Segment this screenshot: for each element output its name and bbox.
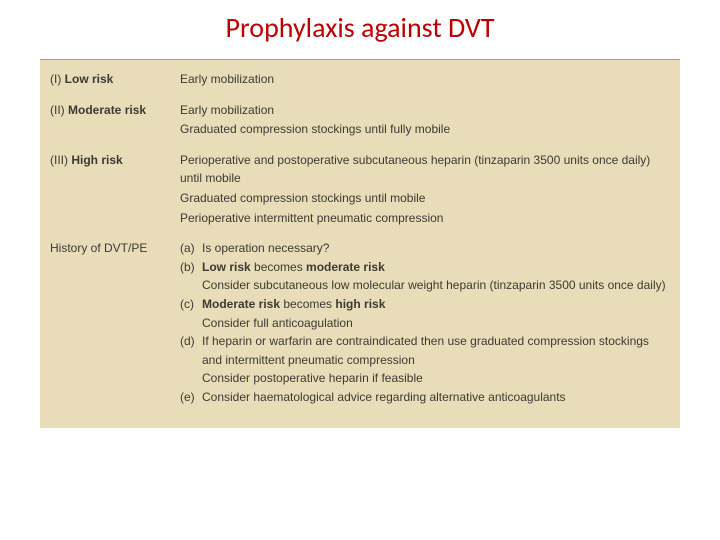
item-text: Moderate risk becomes high risk xyxy=(202,295,668,314)
label-prefix: (II) xyxy=(50,103,65,117)
item-text: Consider haematological advice regarding… xyxy=(202,388,668,407)
row-label: History of DVT/PE xyxy=(50,239,180,406)
row-label: (II) Moderate risk xyxy=(50,101,180,140)
row-low-risk: (I) Low risk Early mobilization xyxy=(50,70,668,90)
item-text: Consider subcutaneous low molecular weig… xyxy=(202,276,668,295)
history-item: Consider full anticoagulation xyxy=(180,314,668,333)
history-item: Consider subcutaneous low molecular weig… xyxy=(180,276,668,295)
slide-title: Prophylaxis against DVT xyxy=(18,10,702,45)
item-text: Consider full anticoagulation xyxy=(202,314,668,333)
mid-text: becomes xyxy=(280,297,335,311)
item-marker: (c) xyxy=(180,295,202,314)
row-high-risk: (III) High risk Perioperative and postop… xyxy=(50,151,668,228)
content-line: Graduated compression stockings until mo… xyxy=(180,189,668,208)
item-marker: (e) xyxy=(180,388,202,407)
spacer xyxy=(50,141,668,151)
row-label: (I) Low risk xyxy=(50,70,180,90)
bold-text: Low risk xyxy=(202,260,251,274)
item-text: Is operation necessary? xyxy=(202,239,668,258)
content-line: Early mobilization xyxy=(180,70,668,89)
item-marker: (a) xyxy=(180,239,202,258)
scanned-table: (I) Low risk Early mobilization (II) Mod… xyxy=(40,59,680,428)
row-content: Perioperative and postoperative subcutan… xyxy=(180,151,668,228)
label-text: Low risk xyxy=(65,72,114,86)
history-item: Consider postoperative heparin if feasib… xyxy=(180,369,668,388)
row-history: History of DVT/PE (a) Is operation neces… xyxy=(50,239,668,406)
item-text: If heparin or warfarin are contraindicat… xyxy=(202,332,668,369)
bold-text: Moderate risk xyxy=(202,297,280,311)
label-prefix: (III) xyxy=(50,153,68,167)
row-content: (a) Is operation necessary? (b) Low risk… xyxy=(180,239,668,406)
spacer xyxy=(50,229,668,239)
mid-text: becomes xyxy=(251,260,306,274)
row-content: Early mobilization xyxy=(180,70,668,90)
history-item: (d) If heparin or warfarin are contraind… xyxy=(180,332,668,369)
row-moderate-risk: (II) Moderate risk Early mobilization Gr… xyxy=(50,101,668,140)
content-line: Perioperative intermittent pneumatic com… xyxy=(180,209,668,228)
content-line: Graduated compression stockings until fu… xyxy=(180,120,668,139)
row-label: (III) High risk xyxy=(50,151,180,228)
bold-text: moderate risk xyxy=(306,260,385,274)
item-text: Low risk becomes moderate risk xyxy=(202,258,668,277)
history-item: (e) Consider haematological advice regar… xyxy=(180,388,668,407)
history-item: (c) Moderate risk becomes high risk xyxy=(180,295,668,314)
history-item: (b) Low risk becomes moderate risk xyxy=(180,258,668,277)
content-line: Perioperative and postoperative subcutan… xyxy=(180,151,668,188)
label-text: Moderate risk xyxy=(68,103,146,117)
history-item: (a) Is operation necessary? xyxy=(180,239,668,258)
item-marker: (b) xyxy=(180,258,202,277)
slide: Prophylaxis against DVT (I) Low risk Ear… xyxy=(0,0,720,540)
spacer xyxy=(50,91,668,101)
content-line: Early mobilization xyxy=(180,101,668,120)
label-text: High risk xyxy=(71,153,122,167)
row-content: Early mobilization Graduated compression… xyxy=(180,101,668,140)
item-marker: (d) xyxy=(180,332,202,351)
bold-text: high risk xyxy=(335,297,385,311)
label-prefix: (I) xyxy=(50,72,61,86)
item-text: Consider postoperative heparin if feasib… xyxy=(202,369,668,388)
